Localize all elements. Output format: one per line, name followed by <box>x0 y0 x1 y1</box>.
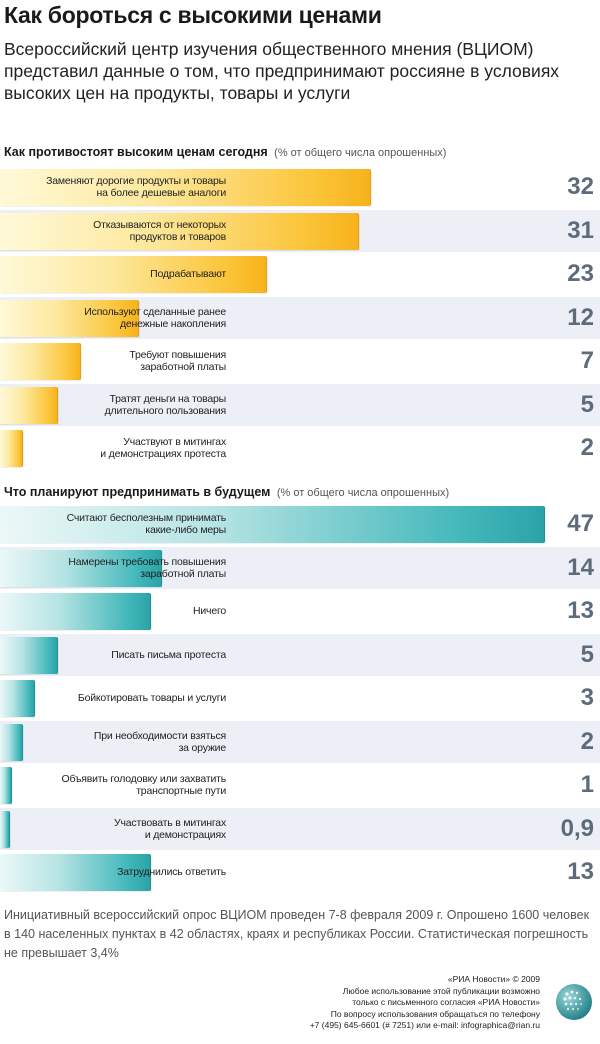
category-label: Писать письма протеста <box>111 648 226 661</box>
category-label: Считают бесполезным принимать какие-либо… <box>66 512 227 536</box>
category-label: Используют сделанные ранее денежные нако… <box>84 305 226 330</box>
bar-row: При необходимости взяться за оружие 2 <box>0 720 600 763</box>
chart1-heading: Как противостоят высоким ценам сегодня (… <box>4 143 596 161</box>
bar-row: Писать письма протеста 5 <box>0 633 600 676</box>
value-label: 7 <box>580 347 594 374</box>
credit-line: только с письменного согласия «РИА Новос… <box>352 997 540 1007</box>
bar <box>0 343 82 380</box>
credit-line: Любое использование этой публикации возм… <box>342 985 540 996</box>
credit-line: +7 (495) 645-6601 (# 7251) или e-mail: i… <box>309 1020 540 1030</box>
bar-row: Отказываются от некоторых продуктов и то… <box>0 209 600 252</box>
bar <box>0 680 35 717</box>
category-label: Намерены требовать повышения заработной … <box>68 555 226 580</box>
category-label: Бойкотировать товары и услуги <box>77 692 226 704</box>
category-label: Участвуют в митингах и демонстрациях про… <box>100 436 226 460</box>
value-label: 31 <box>567 216 594 244</box>
chart-future-plans: Считают бесполезным принимать какие-либо… <box>0 503 600 897</box>
bar-row: Участвовать в митингах и демонстрациях 0,… <box>0 807 600 850</box>
ria-novosti-globe-icon <box>556 984 592 1020</box>
survey-footnote: Инициативный всероссийский опрос ВЦИОМ п… <box>4 908 590 960</box>
value-label: 2 <box>580 727 594 755</box>
category-label: Тратят деньги на товары длительного поль… <box>104 392 227 417</box>
bar <box>0 386 58 424</box>
value-label: 23 <box>567 260 594 287</box>
bar-row: Объявить голодовку или захватить транспо… <box>0 764 600 806</box>
credit-line: По вопросу использования обращаться по т… <box>330 1008 540 1019</box>
value-label: 47 <box>567 510 594 537</box>
bar <box>0 212 360 250</box>
bar <box>0 767 12 804</box>
category-label: Ничего <box>193 605 226 617</box>
chart2-unit-note: (% от общего числа опрошенных) <box>276 487 450 499</box>
value-label: 13 <box>567 597 594 624</box>
value-label: 14 <box>567 553 594 581</box>
bar-row: Требуют повышения заработной платы 7 <box>0 340 600 382</box>
bar-row: Ничего 13 <box>0 590 600 632</box>
value-label: 5 <box>580 390 594 418</box>
bar <box>0 723 24 761</box>
bar-row: Заменяют дорогие продукты и товары на бо… <box>0 166 600 208</box>
bar-row: Намерены требовать повышения заработной … <box>0 546 600 589</box>
bar-row: Считают бесполезным принимать какие-либо… <box>0 503 600 545</box>
bar <box>0 810 11 848</box>
bar <box>0 299 140 337</box>
bar-row: Подрабатывают 23 <box>0 253 600 295</box>
bar-row: Используют сделанные ранее денежные нако… <box>0 296 600 339</box>
value-label: 3 <box>580 684 594 711</box>
value-label: 2 <box>580 434 594 461</box>
chart1-unit-note: (% от общего числа опрошенных) <box>274 147 447 159</box>
category-label: Участвовать в митингах и демонстрациях <box>114 816 226 841</box>
category-label: Требуют повышения заработной платы <box>129 349 226 373</box>
category-label: При необходимости взяться за оружие <box>93 729 226 754</box>
value-label: 0,9 <box>560 814 594 842</box>
bar <box>0 169 372 206</box>
bar <box>0 256 267 293</box>
category-label: Затруднились ответить <box>117 866 226 878</box>
category-label: Подрабатывают <box>150 268 226 280</box>
bar-row: Затруднились ответить 13 <box>0 851 600 893</box>
page-subtitle: Всероссийский центр изучения общественно… <box>4 39 560 103</box>
bar <box>0 593 151 630</box>
bar <box>0 636 58 674</box>
bar <box>0 430 24 467</box>
chart2-title: Что планируют предпринимать в будущем <box>4 485 271 499</box>
chart1-title: Как противостоят высоким ценам сегодня <box>4 145 268 159</box>
bar <box>0 506 545 543</box>
chart-current-actions: Заменяют дорогие продукты и товары на бо… <box>0 166 600 471</box>
bar <box>0 854 151 891</box>
category-label: Заменяют дорогие продукты и товары на бо… <box>46 175 226 199</box>
value-label: 12 <box>567 303 594 331</box>
bar-row: Тратят деньги на товары длительного поль… <box>0 383 600 426</box>
page-title: Как бороться с высокими ценами <box>4 2 382 28</box>
value-label: 1 <box>580 771 594 798</box>
value-label: 13 <box>567 858 594 885</box>
value-label: 5 <box>580 640 594 668</box>
credit-line: «РИА Новости» © 2009 <box>447 974 540 984</box>
value-label: 32 <box>567 173 594 200</box>
bar-row: Бойкотировать товары и услуги 3 <box>0 677 600 719</box>
bar <box>0 549 163 587</box>
category-label: Отказываются от некоторых продуктов и то… <box>93 218 226 243</box>
chart2-heading: Что планируют предпринимать в будущем (%… <box>4 483 596 501</box>
category-label: Объявить голодовку или захватить транспо… <box>61 773 226 797</box>
bar-row: Участвуют в митингах и демонстрациях про… <box>0 427 600 469</box>
copyright-credits: «РИА Новости» © 2009 Любое использование… <box>240 974 540 1032</box>
